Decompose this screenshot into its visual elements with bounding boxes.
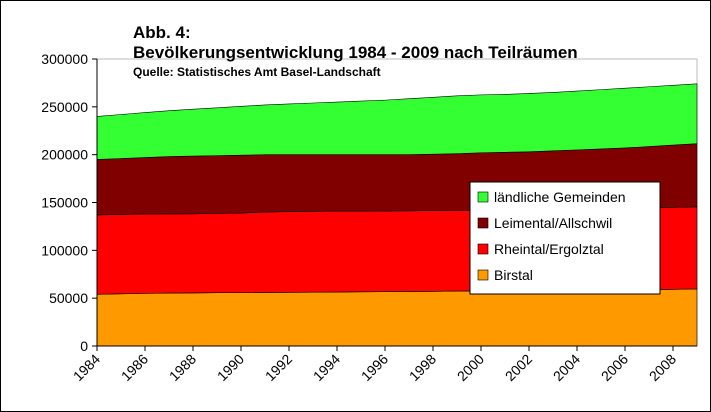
y-tick-label: 250000 <box>41 99 88 115</box>
y-tick-label: 0 <box>80 338 88 354</box>
legend-label: ländliche Gemeinden <box>494 189 626 205</box>
area <box>96 83 698 160</box>
chart-source: Quelle: Statistisches Amt Basel-Landscha… <box>133 65 381 79</box>
legend <box>469 181 661 295</box>
legend-label: Leimental/Allschwil <box>494 215 612 231</box>
y-tick-label: 200000 <box>41 147 88 163</box>
legend-label: Rheintal/Ergolztal <box>494 241 604 257</box>
legend-swatch <box>477 243 489 255</box>
y-tick-label: 150000 <box>41 195 88 211</box>
legend-swatch <box>477 217 489 229</box>
chart-subtitle: Bevölkerungsentwicklung 1984 - 2009 nach… <box>133 43 578 62</box>
y-tick-label: 50000 <box>49 290 88 306</box>
chart-title: Abb. 4: <box>133 23 191 42</box>
area <box>96 288 698 347</box>
plot: 0500001000001500002000002500003000001984… <box>41 51 698 384</box>
y-tick-label: 300000 <box>41 51 88 67</box>
legend-label: Birstal <box>494 267 533 283</box>
legend-swatch <box>477 191 489 203</box>
y-tick-label: 100000 <box>41 242 88 258</box>
legend-swatch <box>477 269 489 281</box>
